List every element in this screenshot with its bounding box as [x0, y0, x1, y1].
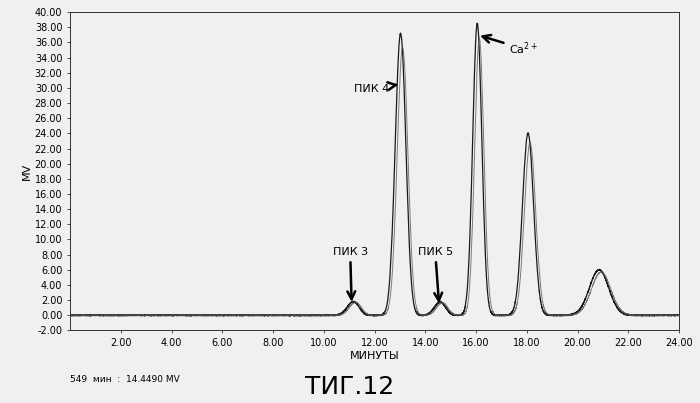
Text: 549  мин  :  14.4490 MV: 549 мин : 14.4490 MV: [70, 375, 180, 384]
Text: ПИК 5: ПИК 5: [418, 247, 453, 301]
Text: ПИК 4: ПИК 4: [354, 82, 396, 93]
Text: Ca$^{2+}$: Ca$^{2+}$: [482, 35, 538, 57]
Text: ΤИГ.12: ΤИГ.12: [305, 375, 395, 399]
Text: ПИК 3: ПИК 3: [332, 247, 368, 299]
X-axis label: МИНУТЫ: МИНУТЫ: [349, 351, 400, 361]
Y-axis label: МV: МV: [22, 163, 32, 180]
